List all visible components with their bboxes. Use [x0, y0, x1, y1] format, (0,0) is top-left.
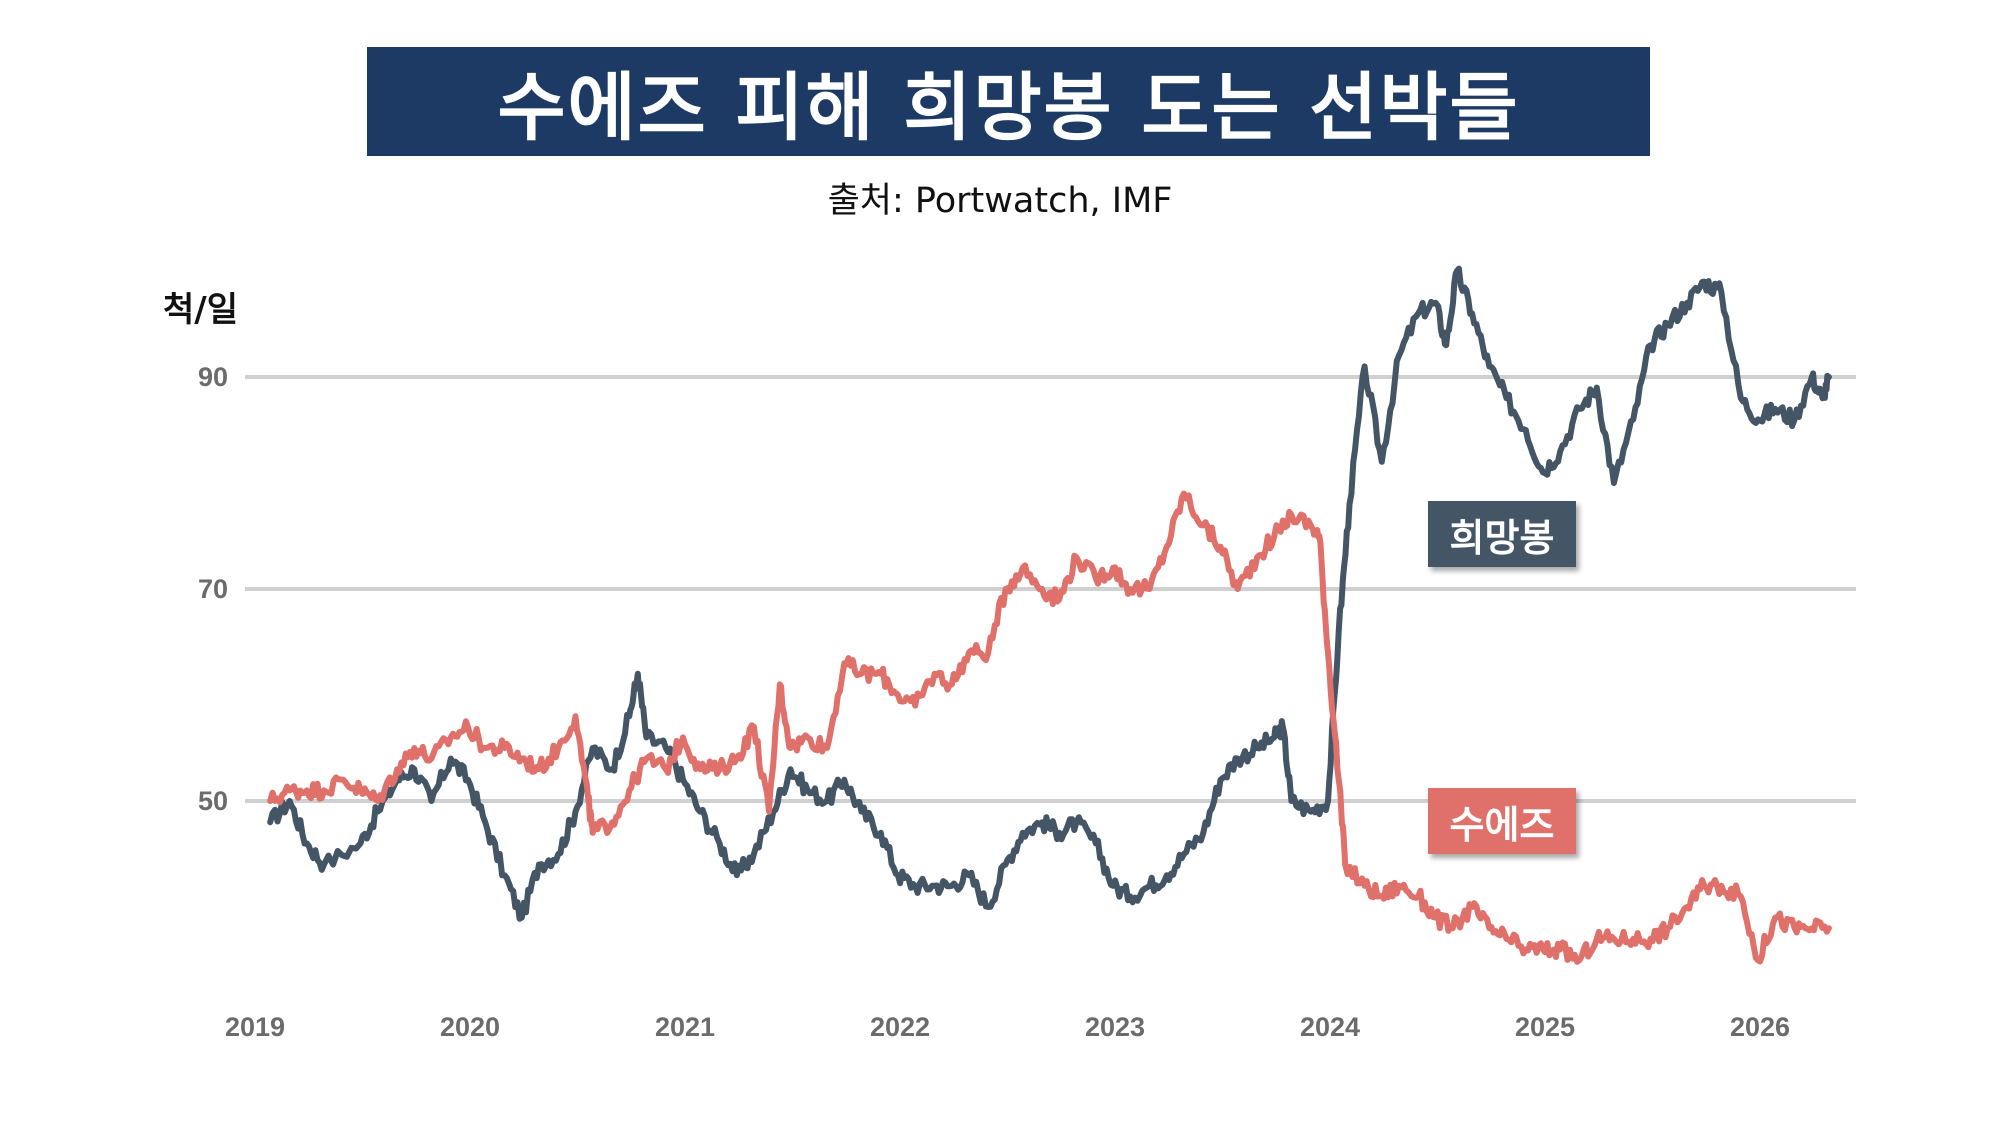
x-tick-label: 2020	[440, 1012, 500, 1042]
x-tick-label: 2022	[870, 1012, 930, 1042]
x-tick-label: 2024	[1300, 1012, 1360, 1042]
x-tick-label: 2026	[1730, 1012, 1790, 1042]
title-banner: 수에즈 피해 희망봉 도는 선박들	[367, 47, 1650, 156]
legend-label-cape-text: 희망봉	[1449, 515, 1555, 560]
x-tick-label: 2025	[1515, 1012, 1575, 1042]
legend-label-cape: 희망봉	[1428, 501, 1576, 567]
legend-label-suez: 수에즈	[1428, 788, 1576, 854]
y-tick-label: 90	[198, 362, 228, 392]
y-tick-label: 50	[198, 786, 228, 816]
source-note: 출처: Portwatch, IMF	[827, 181, 1173, 221]
series-line-cape-of-good-hope	[267, 265, 1832, 922]
y-tick-label: 70	[198, 574, 228, 604]
series-line-suez	[267, 490, 1832, 965]
x-tick-label: 2019	[225, 1012, 285, 1042]
legend-label-suez-text: 수에즈	[1449, 802, 1555, 847]
x-tick-label: 2023	[1085, 1012, 1145, 1042]
x-tick-label: 2021	[655, 1012, 715, 1042]
y-axis-label: 척/일	[163, 290, 238, 330]
chart-title: 수에즈 피해 희망봉 도는 선박들	[497, 65, 1520, 151]
